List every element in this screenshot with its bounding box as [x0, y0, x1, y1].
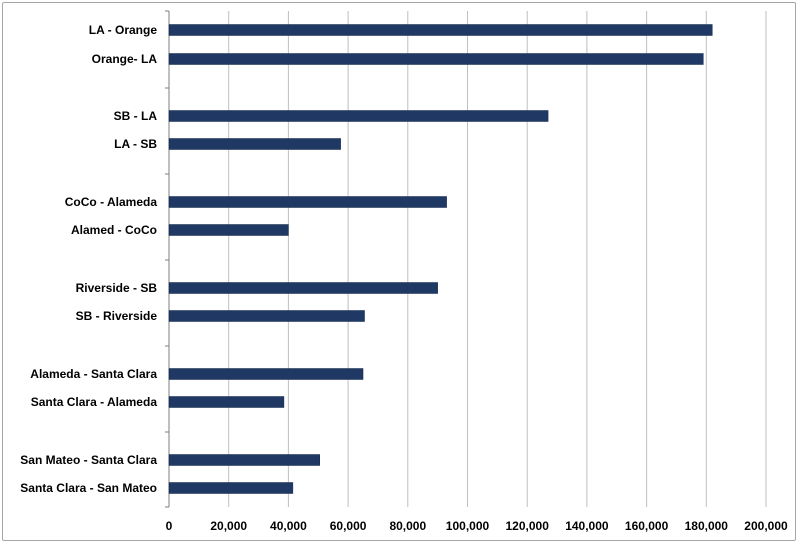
category-label-11: Santa Clara - San Mateo	[20, 481, 157, 495]
category-label-2: SB - LA	[114, 109, 158, 123]
category-label-0: LA - Orange	[89, 23, 158, 37]
bar-9	[168, 396, 285, 408]
bar-2	[168, 110, 549, 122]
x-tick-label-9: 180,000	[685, 519, 729, 533]
category-label-8: Alameda - Santa Clara	[30, 367, 157, 381]
category-label-6: Riverside - SB	[76, 281, 158, 295]
x-tick-label-4: 80,000	[389, 519, 426, 533]
category-label-9: Santa Clara - Alameda	[31, 395, 158, 409]
x-tick-label-2: 40,000	[270, 519, 307, 533]
bar-1	[168, 53, 704, 65]
x-tick-label-5: 100,000	[446, 519, 490, 533]
x-tick-label-6: 120,000	[506, 519, 550, 533]
bar-8	[168, 368, 364, 380]
bar-10	[168, 454, 320, 466]
category-label-1: Orange- LA	[92, 52, 158, 66]
bar-3	[168, 138, 341, 150]
category-label-3: LA - SB	[114, 137, 157, 151]
category-label-4: CoCo - Alameda	[65, 195, 158, 209]
bar-6	[168, 282, 438, 294]
category-label-7: SB - Riverside	[76, 309, 158, 323]
bar-5	[168, 224, 289, 236]
x-tick-label-7: 140,000	[565, 519, 609, 533]
x-tick-label-8: 160,000	[625, 519, 669, 533]
bar-chart: LA - Orange Orange- LA SB - LA LA - SB CoCo …	[20, 10, 788, 533]
x-tick-label-10: 200,000	[744, 519, 788, 533]
bar-4	[168, 196, 447, 208]
bar-0	[168, 24, 713, 36]
category-label-10: San Mateo - Santa Clara	[20, 453, 157, 467]
bar-7	[168, 310, 365, 322]
bar-11	[168, 482, 294, 494]
x-tick-label-1: 20,000	[210, 519, 247, 533]
x-tick-label-0: 0	[166, 519, 173, 533]
x-tick-label-3: 60,000	[330, 519, 367, 533]
category-label-5: Alamed - CoCo	[71, 223, 157, 237]
